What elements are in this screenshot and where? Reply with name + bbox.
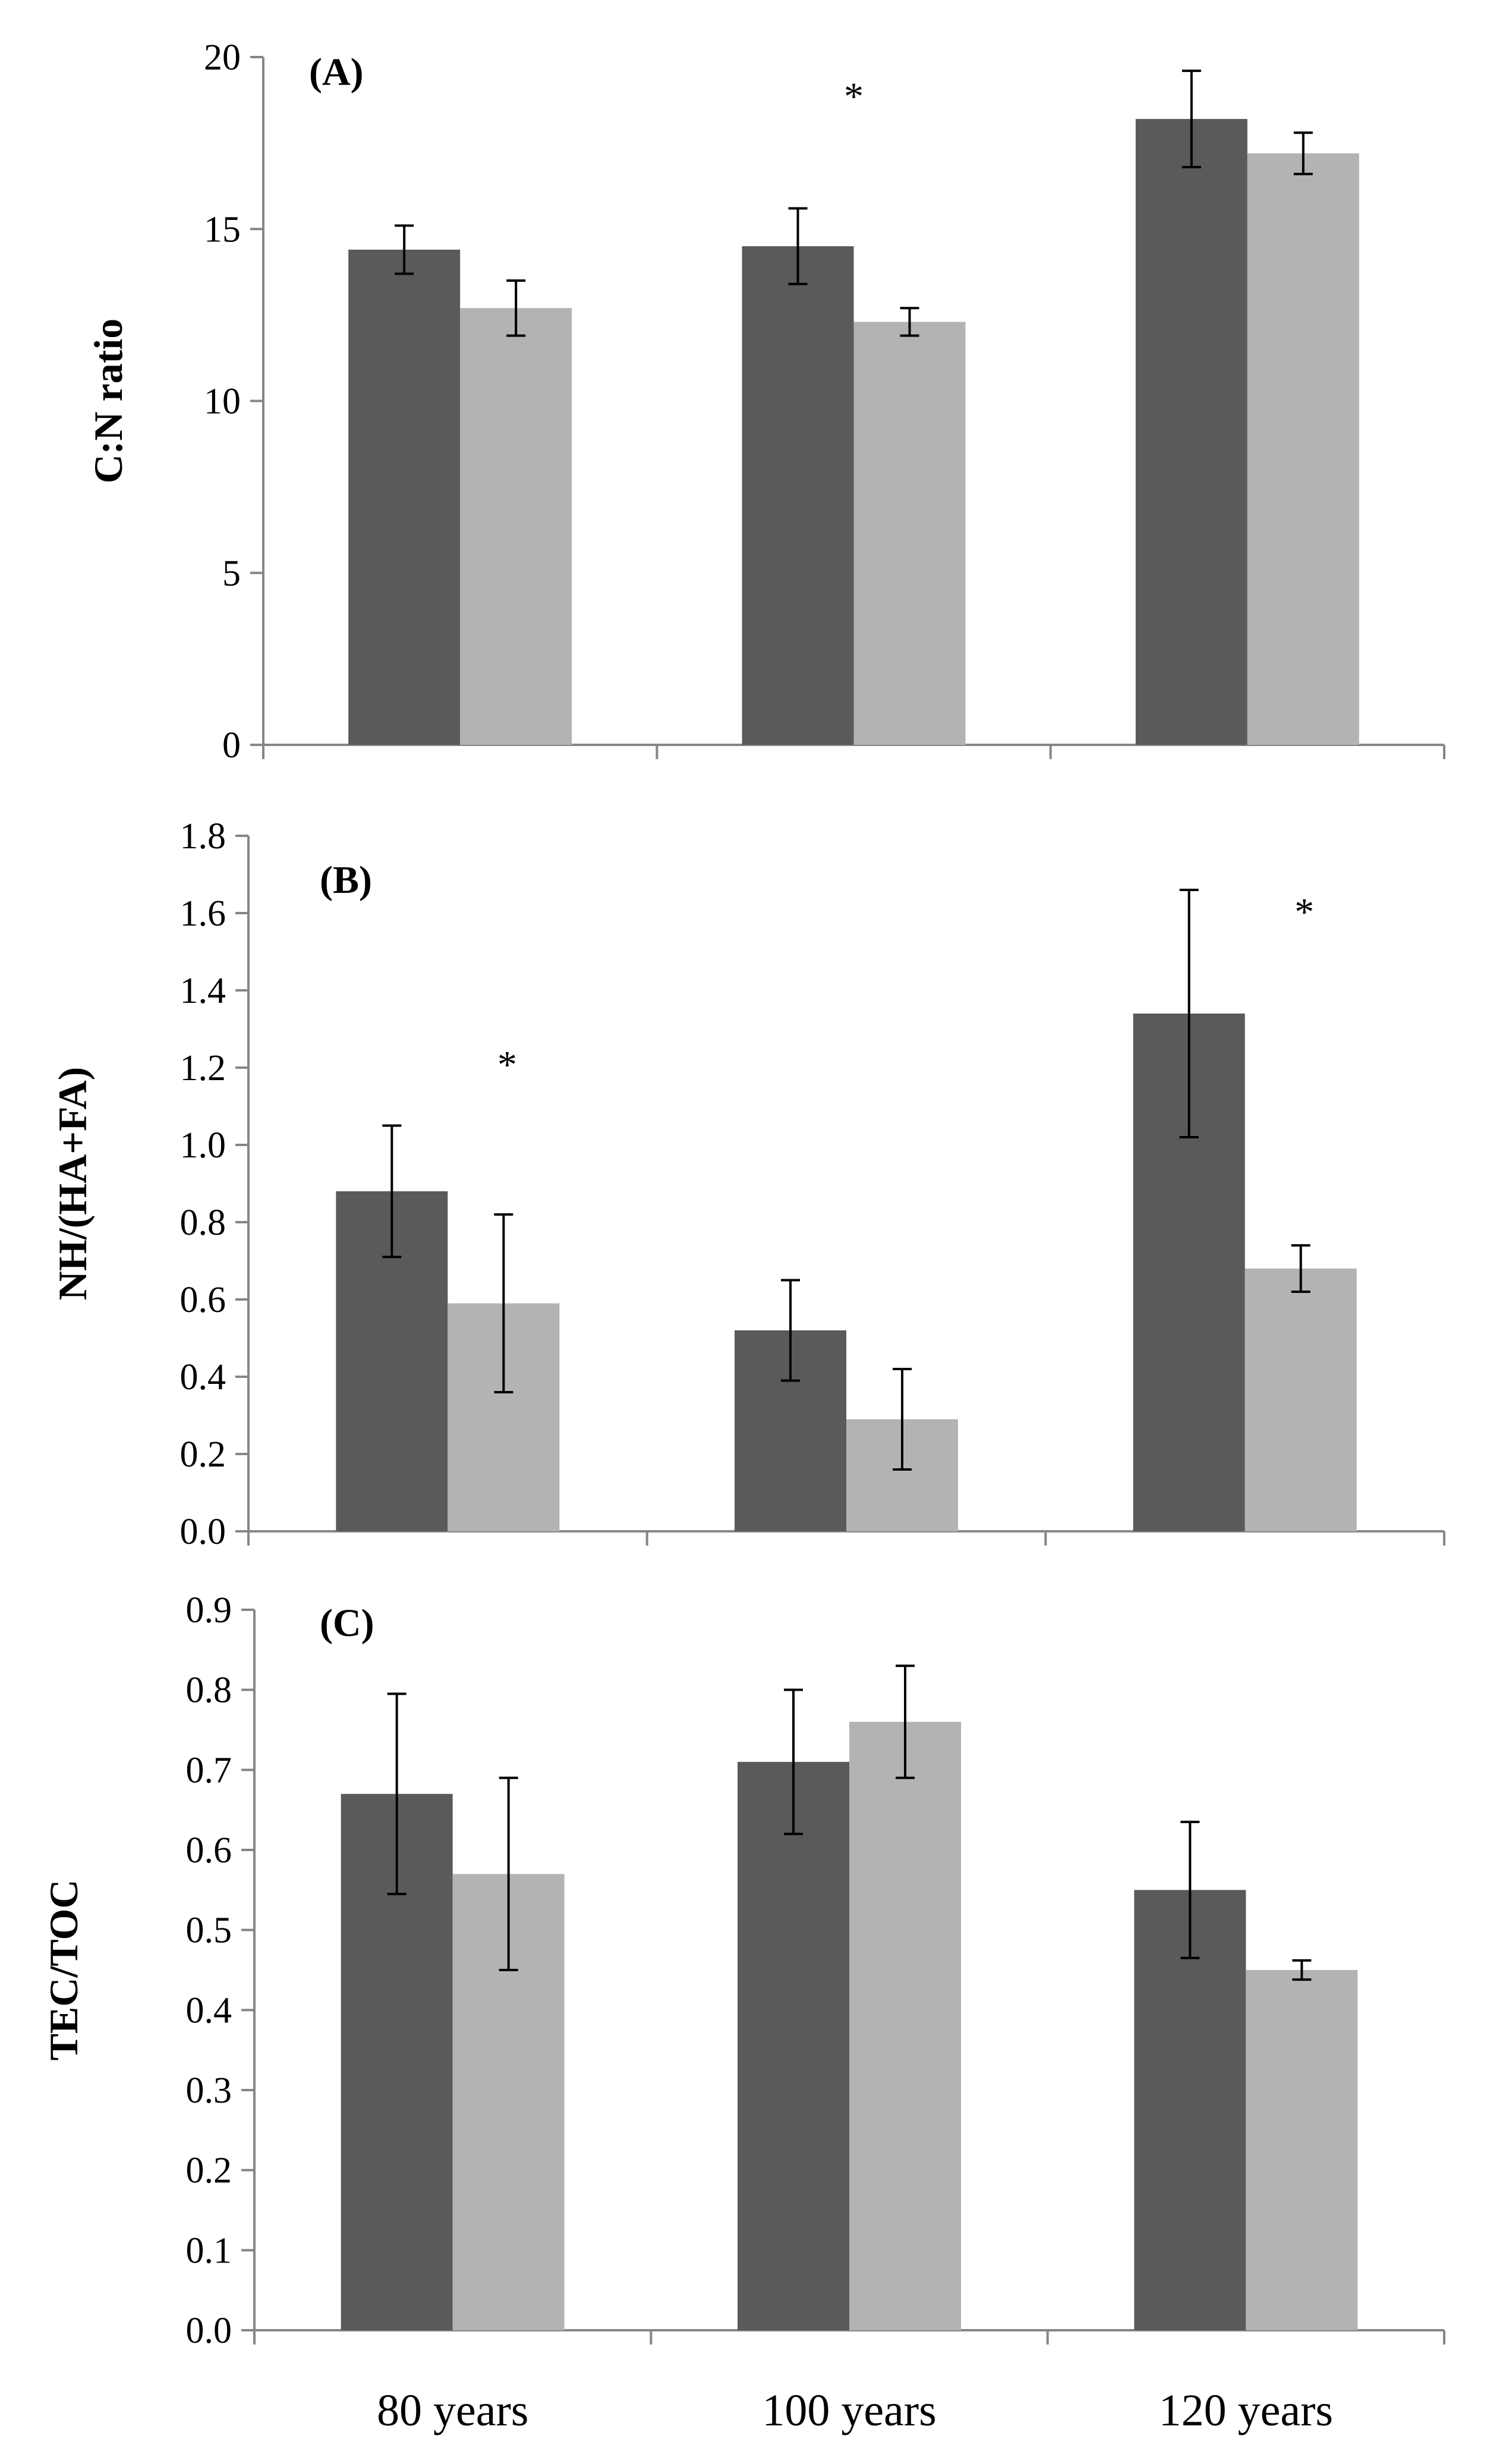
significance-marker: *: [844, 75, 864, 118]
significance-marker: *: [1294, 890, 1314, 934]
bar: [1134, 1890, 1246, 2330]
y-axis-title: NH/(HA+FA): [50, 1067, 95, 1301]
bar: [853, 322, 966, 745]
panel-c: 0.0 0.1 0.2 0.3 0.4 0.5 0.6 0.7 0.8 0.9 (C) TEC/TOC…: [41, 1590, 1445, 2435]
y-tick-label: 0.0: [180, 1512, 226, 1552]
y-tick-label: 0.2: [180, 1434, 226, 1475]
y-tick-label: 0.4: [180, 1357, 226, 1398]
x-category-label: 120 years: [1159, 2386, 1333, 2435]
panel-label: (A): [309, 51, 364, 94]
y-tick-label: 20: [204, 37, 241, 78]
panel-b: 0.0 0.2 0.4 0.6 0.8 1.0 1.2 1.4 1.6 1.8 * * (B) NH/(H…: [50, 816, 1445, 1552]
y-tick-label: 0: [222, 725, 241, 766]
panel-label: (B): [320, 858, 372, 902]
bar: [1247, 153, 1359, 745]
x-category-label: 80 years: [377, 2386, 528, 2435]
y-tick-label: 0.2: [186, 2151, 232, 2191]
x-category-label: 100 years: [762, 2386, 936, 2435]
y-tick-label: 15: [204, 209, 241, 250]
bar: [348, 249, 461, 745]
y-tick-label: 0.8: [186, 1670, 232, 1711]
y-tick-label: 0.6: [180, 1280, 226, 1320]
y-tick-label: 1.6: [180, 893, 226, 934]
y-tick-label: 0.9: [186, 1590, 232, 1631]
y-tick-label: 10: [204, 382, 241, 422]
y-tick-label: 1.2: [180, 1048, 226, 1088]
bar: [742, 246, 854, 745]
y-axis-title: TEC/TOC: [41, 1880, 86, 2061]
y-axis-title: C:N ratio: [86, 319, 131, 484]
y-tick-label: 1.4: [180, 971, 226, 1011]
y-tick-label: 1.8: [180, 816, 226, 857]
y-tick-label: 0.1: [186, 2230, 232, 2271]
y-tick-label: 0.8: [180, 1203, 226, 1243]
significance-marker: *: [497, 1043, 517, 1087]
bar: [738, 1761, 849, 2330]
bar: [849, 1722, 961, 2330]
panel-a: 0 5 10 15 20 * (A) C:N ratio: [86, 37, 1445, 766]
y-tick-label: 0.0: [186, 2311, 232, 2351]
y-tick-label: 0.5: [186, 1911, 232, 1951]
bar: [1246, 1970, 1358, 2330]
panel-label: (C): [320, 1601, 374, 1645]
bar: [1245, 1269, 1357, 1531]
y-tick-label: 0.4: [186, 1990, 232, 2031]
y-tick-label: 0.3: [186, 2070, 232, 2111]
y-tick-label: 1.0: [180, 1125, 226, 1166]
bar: [1135, 119, 1247, 745]
y-tick-label: 0.7: [186, 1750, 232, 1790]
bar: [460, 308, 572, 745]
y-tick-label: 5: [222, 553, 241, 594]
y-tick-label: 0.6: [186, 1830, 232, 1871]
